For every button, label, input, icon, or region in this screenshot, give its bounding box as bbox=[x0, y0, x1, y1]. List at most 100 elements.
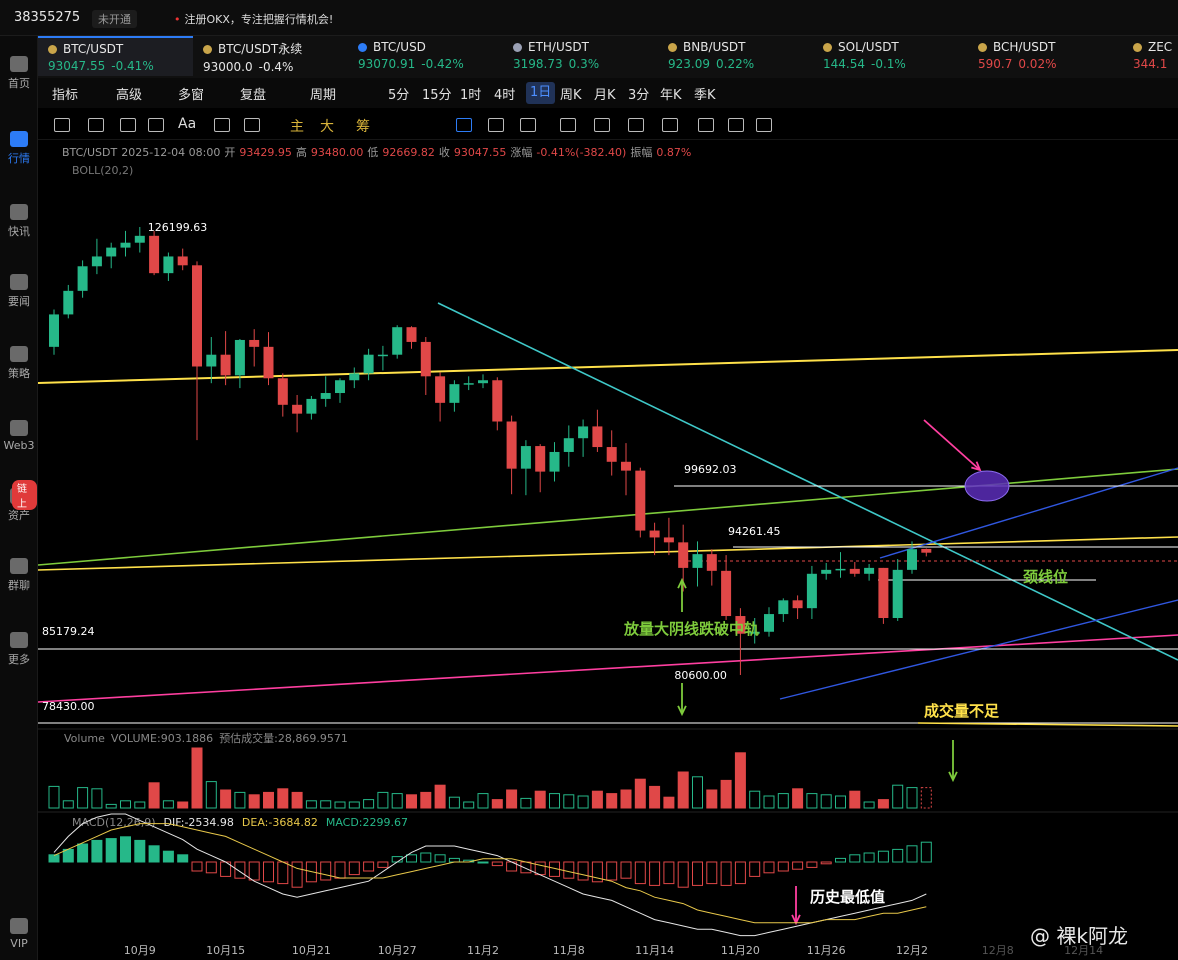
candle[interactable] bbox=[849, 562, 860, 577]
candle[interactable] bbox=[792, 595, 803, 619]
period-button-5[interactable]: 5分 bbox=[388, 88, 410, 103]
candle[interactable] bbox=[263, 332, 274, 386]
candle[interactable] bbox=[921, 548, 932, 557]
ticker-tab[interactable]: BCH/USDT 590.7 0.02% bbox=[968, 36, 1123, 76]
period-button-13[interactable]: 年K bbox=[660, 88, 682, 103]
tool-text-button[interactable]: 大 bbox=[320, 119, 334, 135]
candle[interactable] bbox=[91, 238, 102, 275]
trend-line[interactable] bbox=[437, 302, 1178, 661]
period-button-7[interactable]: 1时 bbox=[460, 88, 482, 103]
candle[interactable] bbox=[377, 345, 388, 371]
candle[interactable] bbox=[349, 367, 360, 389]
candle[interactable] bbox=[363, 348, 374, 381]
candle[interactable] bbox=[663, 517, 674, 556]
candle[interactable] bbox=[420, 337, 431, 395]
candle[interactable] bbox=[520, 440, 531, 496]
period-button-0[interactable]: 指标 bbox=[52, 88, 79, 103]
candle[interactable] bbox=[63, 284, 74, 319]
sidebar-item-1[interactable]: 行情 bbox=[0, 131, 38, 166]
candle[interactable] bbox=[635, 467, 646, 538]
trend-line[interactable] bbox=[38, 536, 1178, 571]
drawing-tool-icon[interactable] bbox=[214, 118, 230, 132]
period-button-11[interactable]: 月K bbox=[594, 88, 616, 103]
candle[interactable] bbox=[320, 376, 331, 407]
period-button-3[interactable]: 复盘 bbox=[240, 88, 267, 103]
candle[interactable] bbox=[106, 242, 117, 269]
drawing-tool-icon[interactable] bbox=[88, 118, 104, 132]
candle[interactable] bbox=[749, 618, 760, 644]
candle[interactable] bbox=[721, 555, 732, 620]
period-button-6[interactable]: 15分 bbox=[422, 88, 452, 103]
trend-line[interactable] bbox=[38, 349, 1178, 384]
ticker-tab[interactable]: BTC/USDT永续 93000.0 -0.4% bbox=[193, 36, 348, 76]
period-button-12[interactable]: 3分 bbox=[628, 88, 650, 103]
candle[interactable] bbox=[563, 425, 574, 467]
candle[interactable] bbox=[277, 373, 288, 417]
candle[interactable] bbox=[821, 562, 832, 580]
sidebar-item-9[interactable]: VIP bbox=[0, 918, 38, 950]
sidebar-item-8[interactable]: 更多 bbox=[0, 632, 38, 667]
account-id[interactable]: 38355275 bbox=[14, 10, 81, 25]
candle[interactable] bbox=[292, 394, 303, 433]
drawing-tool-icon[interactable] bbox=[728, 118, 744, 132]
trend-line[interactable] bbox=[879, 467, 1178, 559]
candle[interactable] bbox=[192, 261, 202, 441]
candle[interactable] bbox=[392, 325, 403, 359]
ticker-tab[interactable]: BNB/USDT 923.09 0.22% bbox=[658, 36, 813, 76]
candlestick-chart[interactable]: BTC/USDT 2025-12-04 08:00 开 93429.95 高 93480.… bbox=[38, 140, 1178, 960]
ticker-tab[interactable]: BTC/USDT 93047.55 -0.41% bbox=[38, 36, 193, 76]
candle[interactable] bbox=[163, 252, 174, 282]
notice-text[interactable]: • 注册OKX，专注把握行情机会! bbox=[174, 11, 333, 27]
drawing-tool-icon[interactable] bbox=[756, 118, 772, 132]
candle[interactable] bbox=[463, 376, 474, 391]
sidebar-item-3[interactable]: 要闻 bbox=[0, 274, 38, 309]
candle[interactable] bbox=[149, 230, 160, 276]
drawing-tool-icon[interactable] bbox=[120, 118, 136, 132]
candle[interactable] bbox=[435, 372, 446, 422]
drawing-tool-icon[interactable] bbox=[488, 118, 504, 132]
candle[interactable] bbox=[706, 549, 717, 586]
ticker-tab[interactable]: SOL/USDT 144.54 -0.1% bbox=[813, 36, 968, 76]
candle[interactable] bbox=[549, 442, 560, 482]
candle[interactable] bbox=[592, 409, 603, 452]
candle[interactable] bbox=[249, 329, 260, 367]
candle[interactable] bbox=[306, 395, 317, 420]
candle[interactable] bbox=[406, 326, 417, 349]
candle[interactable] bbox=[692, 541, 703, 587]
candle[interactable] bbox=[764, 607, 774, 637]
drawing-tool-icon[interactable] bbox=[698, 118, 714, 132]
candle[interactable] bbox=[478, 374, 488, 389]
candle[interactable] bbox=[649, 522, 660, 556]
drawing-tool-icon[interactable] bbox=[456, 118, 472, 132]
drawing-tool-icon[interactable] bbox=[244, 118, 260, 132]
ticker-tab[interactable]: ETH/USDT 3198.73 0.3% bbox=[503, 36, 658, 76]
candle[interactable] bbox=[778, 598, 789, 622]
candle[interactable] bbox=[578, 419, 589, 457]
target-ellipse[interactable] bbox=[964, 470, 1010, 502]
sidebar-item-7[interactable]: 群聊 bbox=[0, 558, 38, 593]
sidebar-item-0[interactable]: 首页 bbox=[0, 56, 38, 91]
period-button-4[interactable]: 周期 bbox=[310, 88, 337, 103]
candle[interactable] bbox=[892, 559, 903, 621]
period-button-14[interactable]: 季K bbox=[694, 88, 716, 103]
ticker-tab[interactable]: BTC/USD 93070.91 -0.42% bbox=[348, 36, 503, 76]
tool-text-button[interactable]: 筹 bbox=[356, 119, 370, 135]
candle[interactable] bbox=[120, 230, 131, 257]
candle[interactable] bbox=[335, 378, 345, 403]
period-button-10[interactable]: 周K bbox=[560, 88, 582, 103]
drawing-tool-icon[interactable] bbox=[594, 118, 610, 132]
candle[interactable] bbox=[678, 524, 689, 592]
sidebar-item-5[interactable]: Web3 bbox=[0, 420, 38, 452]
candle[interactable] bbox=[220, 331, 231, 386]
candle[interactable] bbox=[206, 337, 217, 384]
period-button-1[interactable]: 高级 bbox=[116, 88, 143, 103]
candle[interactable] bbox=[835, 552, 846, 578]
drawing-tool-icon[interactable] bbox=[148, 118, 164, 132]
tool-text-button[interactable]: 主 bbox=[290, 119, 304, 135]
candle[interactable] bbox=[134, 226, 145, 253]
period-button-9[interactable]: 1日 bbox=[526, 82, 556, 104]
vip-status-badge[interactable]: 未开通 bbox=[92, 10, 137, 28]
candle[interactable] bbox=[449, 380, 460, 412]
sidebar-item-4[interactable]: 策略 bbox=[0, 346, 38, 381]
drawing-tool-icon[interactable] bbox=[560, 118, 576, 132]
